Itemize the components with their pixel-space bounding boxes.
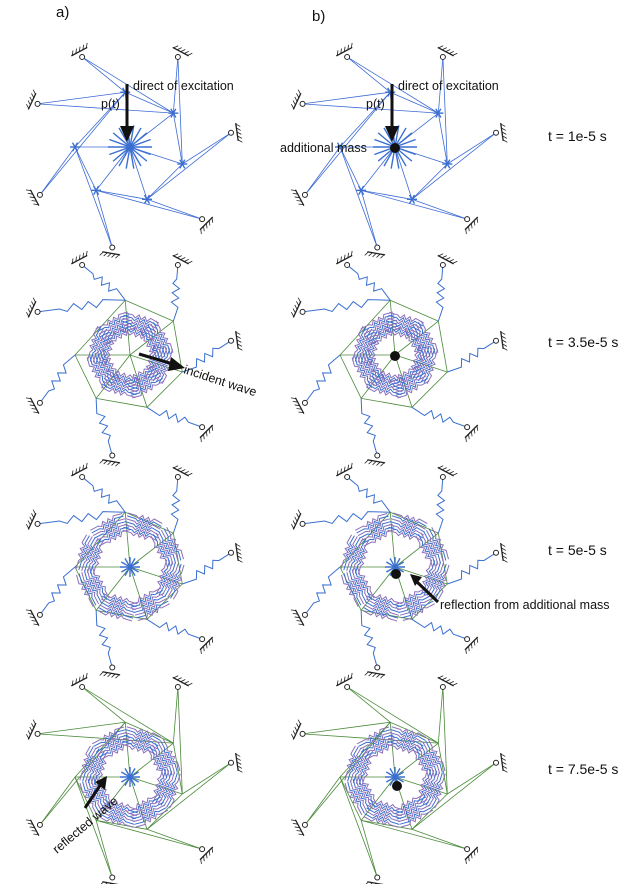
- additional-mass-dot: [390, 351, 400, 361]
- reflected-arrow-head-icon: [95, 776, 107, 790]
- lattice-diagram: [25, 462, 243, 679]
- reflection-arrow-head-icon: [410, 574, 422, 586]
- lattice-diagram: p(t) direct of excitation additional mas…: [280, 42, 508, 259]
- panel-b-2: [270, 250, 520, 467]
- time-label-4: t = 7.5e-5 s: [548, 761, 619, 777]
- panel-a-3: [5, 462, 255, 679]
- additional-mass-dot: [392, 781, 402, 791]
- additional-mass-dot: [391, 569, 401, 579]
- reflected-arrow: [83, 783, 103, 809]
- additional-mass-dot: [390, 143, 400, 153]
- lattice-diagram: incident wave: [25, 250, 258, 467]
- time-label-1: t = 1e-5 s: [548, 128, 607, 144]
- panel-b-1: p(t) direct of excitation additional mas…: [270, 42, 520, 259]
- excitation-direction-label: direct of excitation: [133, 79, 234, 93]
- panel-a-4: reflected wave: [5, 672, 255, 884]
- force-label: p(t): [366, 97, 385, 111]
- lattice-diagram: reflection from additional mass: [290, 462, 610, 679]
- reflection-arrow: [414, 579, 440, 604]
- lattice-diagram: p(t) direct of excitation: [25, 42, 243, 259]
- panel-b-4: [270, 672, 520, 884]
- force-label: p(t): [101, 97, 120, 111]
- excitation-arrow-head-icon: [120, 126, 134, 142]
- incident-arrow-head-icon: [168, 357, 185, 371]
- column-label-a: a): [56, 4, 70, 21]
- reflected-wave-label: reflected wave: [50, 794, 121, 857]
- reflection-label: reflection from additional mass: [440, 598, 610, 612]
- incident-arrow: [138, 352, 174, 366]
- lattice-diagram: reflected wave: [25, 672, 243, 884]
- panel-a-2: incident wave: [5, 250, 258, 467]
- lattice-diagram: [290, 250, 508, 467]
- additional-mass-label: additional mass: [280, 141, 367, 155]
- lattice-diagram: [290, 672, 508, 884]
- panel-b-3: reflection from additional mass: [270, 462, 610, 679]
- excitation-arrow-head-icon: [385, 126, 399, 142]
- column-label-b: b): [312, 8, 326, 25]
- time-label-3: t = 5e-5 s: [548, 542, 607, 558]
- incident-wave-label: incident wave: [182, 363, 258, 400]
- time-label-2: t = 3.5e-5 s: [548, 334, 619, 350]
- excitation-direction-label: direct of excitation: [398, 79, 499, 93]
- panel-a-1: p(t) direct of excitation: [5, 42, 255, 259]
